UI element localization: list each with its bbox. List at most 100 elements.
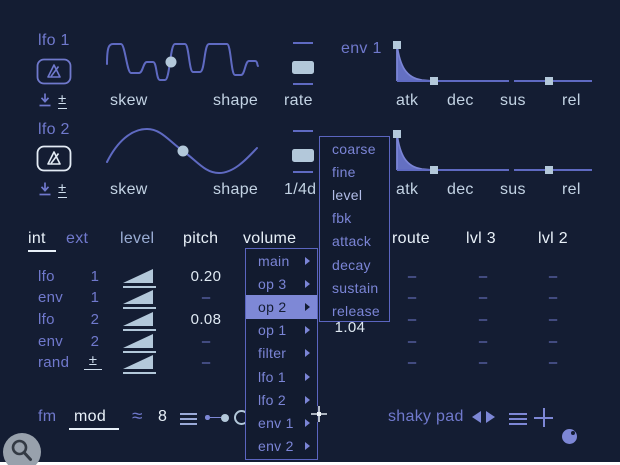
pitch-value[interactable]: – bbox=[201, 289, 211, 306]
menu-item-op2[interactable]: op 2 bbox=[246, 295, 317, 319]
submenu-item-fbk[interactable]: fbk bbox=[332, 210, 352, 227]
knob-icon[interactable] bbox=[562, 429, 577, 444]
lfo2-skew-label[interactable]: skew bbox=[110, 181, 148, 198]
tab-ext[interactable]: ext bbox=[66, 230, 89, 247]
lfo2-shape-label[interactable]: shape bbox=[213, 181, 259, 198]
env2-attack-handle[interactable] bbox=[393, 130, 401, 138]
preset-menu-icon[interactable] bbox=[509, 410, 527, 428]
env2-sus-label[interactable]: sus bbox=[500, 181, 526, 198]
submenu-item-fine[interactable]: fine bbox=[332, 163, 356, 180]
plus-icon[interactable] bbox=[534, 408, 553, 427]
tab-int[interactable]: int bbox=[28, 230, 46, 247]
magnifier-watermark-button[interactable] bbox=[3, 433, 41, 465]
row-index[interactable]: 2 bbox=[90, 333, 100, 350]
submenu-item-sustain[interactable]: sustain bbox=[332, 279, 379, 296]
ramp-icon[interactable] bbox=[123, 355, 156, 374]
tab-mod[interactable]: mod bbox=[74, 408, 107, 425]
route-value[interactable]: – bbox=[407, 268, 417, 285]
lfo1-rate-slider[interactable] bbox=[292, 40, 314, 88]
preset-name[interactable]: shaky pad bbox=[388, 408, 464, 425]
menu-item-lfo2[interactable]: lfo 2 bbox=[246, 388, 317, 411]
lfo2-rate-label[interactable]: 1/4d bbox=[284, 181, 317, 198]
lfo2-metronome-button[interactable] bbox=[36, 145, 72, 172]
slider-handle[interactable] bbox=[292, 61, 314, 74]
row-source[interactable]: lfo bbox=[38, 311, 55, 328]
lvl2-value[interactable]: – bbox=[548, 268, 558, 285]
pitch-value[interactable]: – bbox=[201, 333, 211, 350]
menu-item-lfo1[interactable]: lfo 1 bbox=[246, 365, 317, 388]
row-index[interactable]: 1 bbox=[90, 289, 100, 306]
lvl3-value[interactable]: – bbox=[478, 354, 488, 371]
lfo2-waveform[interactable] bbox=[105, 120, 265, 180]
env2-release-handle[interactable] bbox=[545, 166, 553, 174]
submenu-item-coarse[interactable]: coarse bbox=[332, 140, 376, 157]
lfo1-wave-handle[interactable] bbox=[165, 56, 177, 68]
env1-release-handle[interactable] bbox=[545, 77, 553, 85]
row-source[interactable]: env bbox=[38, 289, 64, 306]
env1-dec-label[interactable]: dec bbox=[447, 92, 474, 109]
route-value[interactable]: – bbox=[407, 333, 417, 350]
ramp-icon[interactable] bbox=[123, 269, 156, 288]
pitch-value[interactable]: – bbox=[201, 354, 211, 371]
lvl2-value[interactable]: – bbox=[548, 311, 558, 328]
menu-item-main[interactable]: main bbox=[246, 249, 317, 272]
menu-item-env1[interactable]: env 1 bbox=[246, 411, 317, 434]
lvl3-value[interactable]: – bbox=[478, 311, 488, 328]
lfo1-shape-label[interactable]: shape bbox=[213, 92, 259, 109]
occluded-value[interactable]: 1.04 bbox=[334, 319, 366, 336]
env2-rel-label[interactable]: rel bbox=[562, 181, 581, 198]
lvl2-value[interactable]: – bbox=[548, 354, 558, 371]
menu-item-op3[interactable]: op 3 bbox=[246, 272, 317, 295]
header-lvl3[interactable]: lvl 3 bbox=[466, 230, 496, 247]
lvl2-value[interactable]: – bbox=[548, 289, 558, 306]
env1-sus-label[interactable]: sus bbox=[500, 92, 526, 109]
voices-value[interactable]: 8 bbox=[158, 408, 168, 425]
menu-item-op1[interactable]: op 1 bbox=[246, 319, 317, 342]
submenu-item-attack[interactable]: attack bbox=[332, 233, 372, 250]
row-source[interactable]: lfo bbox=[38, 268, 55, 285]
env1-rel-label[interactable]: rel bbox=[562, 92, 581, 109]
lfo1-metronome-button[interactable] bbox=[36, 58, 72, 85]
submenu-item-decay[interactable]: decay bbox=[332, 256, 371, 273]
env1-atk-label[interactable]: atk bbox=[396, 92, 419, 109]
lfo2-download-button[interactable] bbox=[37, 181, 53, 197]
slider-handle[interactable] bbox=[292, 149, 314, 162]
lfo2-bipolar-button[interactable]: ± bbox=[58, 181, 67, 198]
header-pitch[interactable]: pitch bbox=[183, 230, 219, 247]
hamburger-icon[interactable] bbox=[180, 410, 197, 428]
submenu-item-release[interactable]: release bbox=[332, 302, 381, 319]
ramp-icon[interactable] bbox=[123, 290, 156, 309]
menu-item-filter[interactable]: filter bbox=[246, 342, 317, 365]
row-index[interactable]: 2 bbox=[90, 311, 100, 328]
lvl3-value[interactable]: – bbox=[478, 268, 488, 285]
lfo1-waveform[interactable] bbox=[105, 35, 265, 90]
lfo1-rate-label[interactable]: rate bbox=[284, 92, 313, 109]
env1-graph[interactable] bbox=[388, 36, 598, 86]
env1-decay-handle[interactable] bbox=[430, 77, 438, 85]
ramp-icon[interactable] bbox=[123, 334, 156, 353]
lfo1-skew-label[interactable]: skew bbox=[110, 92, 148, 109]
prev-icon[interactable] bbox=[472, 411, 481, 423]
link-dots-icon[interactable] bbox=[205, 412, 231, 422]
next-icon[interactable] bbox=[486, 411, 495, 423]
menu-item-env2[interactable]: env 2 bbox=[246, 435, 317, 458]
row-index[interactable]: 1 bbox=[90, 268, 100, 285]
lvl3-value[interactable]: – bbox=[478, 289, 488, 306]
row-source[interactable]: env bbox=[38, 333, 64, 350]
env2-graph[interactable] bbox=[388, 125, 598, 175]
pitch-value[interactable]: 0.20 bbox=[190, 268, 222, 285]
route-value[interactable]: – bbox=[407, 311, 417, 328]
lfo2-rate-slider[interactable] bbox=[292, 128, 314, 176]
row-source[interactable]: rand bbox=[38, 354, 70, 371]
header-lvl2[interactable]: lvl 2 bbox=[538, 230, 568, 247]
lvl2-value[interactable]: – bbox=[548, 333, 558, 350]
lvl3-value[interactable]: – bbox=[478, 333, 488, 350]
header-route[interactable]: route bbox=[392, 230, 430, 247]
env2-atk-label[interactable]: atk bbox=[396, 181, 419, 198]
ramp-icon[interactable] bbox=[123, 312, 156, 331]
header-volume[interactable]: volume bbox=[243, 230, 297, 247]
submenu-item-level[interactable]: level bbox=[332, 186, 363, 203]
lfo1-download-button[interactable] bbox=[37, 92, 53, 108]
pitch-value[interactable]: 0.08 bbox=[190, 311, 222, 328]
env1-attack-handle[interactable] bbox=[393, 41, 401, 49]
